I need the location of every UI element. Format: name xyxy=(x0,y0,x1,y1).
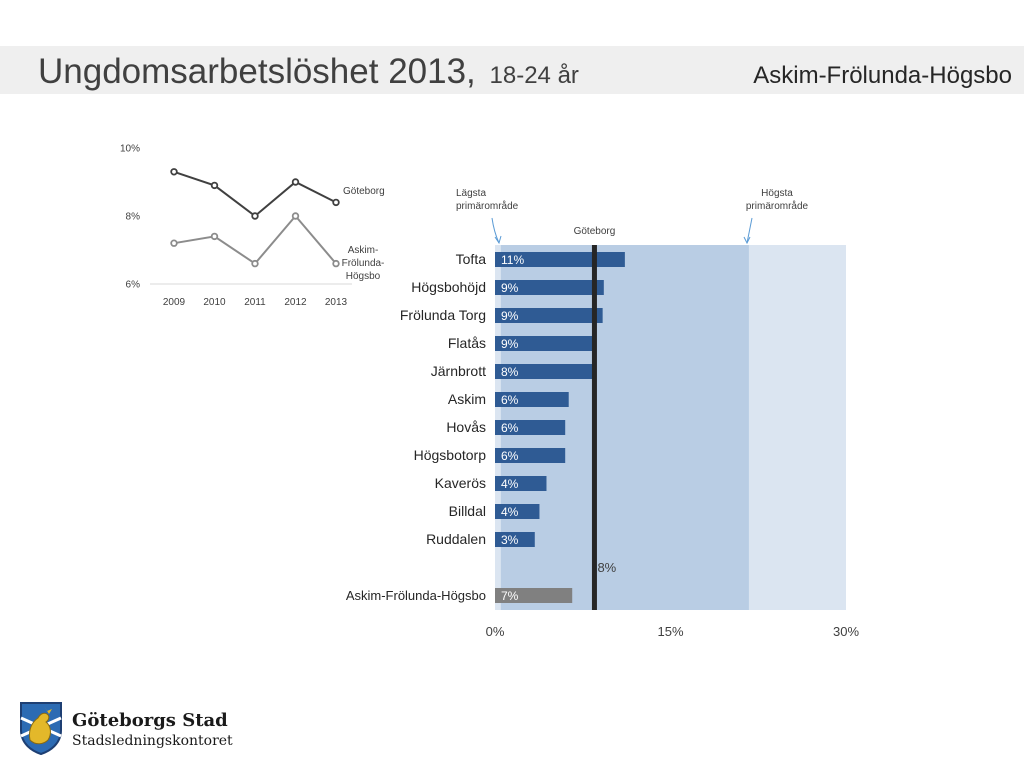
x-tick-label: 0% xyxy=(486,624,505,639)
y-tick-label: 8% xyxy=(126,212,141,223)
category-label: Flatås xyxy=(448,335,486,351)
bar-value-label: 9% xyxy=(501,337,519,351)
x-tick-label: 2013 xyxy=(325,297,348,308)
x-tick-label: 2011 xyxy=(244,297,266,308)
max-range-label: primärområde xyxy=(746,200,809,212)
bar xyxy=(495,280,604,295)
max-range-label: Högsta xyxy=(761,188,793,199)
bar xyxy=(495,392,569,407)
y-tick-label: 6% xyxy=(126,280,141,291)
page-title: Ungdomsarbetslöshet 2013, 18-24 år xyxy=(38,52,579,92)
y-tick-label: 10% xyxy=(120,144,140,155)
total-value-label: 7% xyxy=(501,589,519,603)
category-label: Hovås xyxy=(446,419,486,435)
data-point xyxy=(251,259,259,268)
x-tick-label: 15% xyxy=(657,624,683,639)
category-label: Ruddalen xyxy=(426,531,486,547)
x-tick-label: 2009 xyxy=(163,297,186,308)
data-point xyxy=(251,212,259,220)
x-tick-label: 30% xyxy=(833,624,859,639)
goteborgs-stad-logo: Göteborgs Stad Stadsledningskontoret xyxy=(18,700,258,756)
bar-value-label: 4% xyxy=(501,505,519,519)
category-label: Järnbrott xyxy=(431,363,486,379)
coat-of-arms-icon xyxy=(20,702,62,756)
data-point xyxy=(291,178,300,186)
min-range-label: primärområde xyxy=(456,200,519,212)
bar xyxy=(495,532,535,547)
bar-value-label: 8% xyxy=(501,365,519,379)
data-point xyxy=(170,168,178,176)
total-bar xyxy=(495,588,573,603)
series-label-district: Högsbo xyxy=(346,271,381,282)
min-range-arrowhead xyxy=(494,235,502,245)
page-title-text: Ungdomsarbetslöshet 2013, xyxy=(38,52,476,91)
bar-value-label: 9% xyxy=(501,281,519,295)
total-category-label: Askim-Frölunda-Högsbo xyxy=(346,588,486,603)
category-label: Högsbotorp xyxy=(414,447,487,463)
data-point xyxy=(332,198,340,207)
bar-value-label: 9% xyxy=(501,309,519,323)
category-label: Högsbohöjd xyxy=(411,279,486,295)
bar xyxy=(495,420,566,435)
series-label-goteborg: Göteborg xyxy=(343,186,385,197)
category-label: Askim xyxy=(448,391,486,407)
bar xyxy=(495,336,596,351)
category-label: Tofta xyxy=(456,251,487,267)
x-tick-label: 2012 xyxy=(284,297,307,308)
bar-value-label: 3% xyxy=(501,533,519,547)
min-range-arrow xyxy=(491,217,500,244)
data-point xyxy=(291,212,300,220)
bar-value-label: 11% xyxy=(501,253,524,267)
x-tick-label: 2010 xyxy=(203,297,226,308)
bar xyxy=(495,308,603,323)
min-range-label: Lägsta xyxy=(456,188,486,199)
data-point xyxy=(210,181,219,190)
bar-value-label: 6% xyxy=(501,449,519,463)
data-point xyxy=(332,259,340,268)
logo-department: Stadsledningskontoret xyxy=(72,733,233,749)
bar-value-label: 4% xyxy=(501,477,519,491)
title-band xyxy=(0,46,1024,94)
reference-label: Göteborg xyxy=(574,226,616,237)
category-label: Billdal xyxy=(449,503,486,519)
data-point xyxy=(210,232,219,241)
category-label: Frölunda Torg xyxy=(400,307,486,323)
bar xyxy=(495,364,594,379)
page-subtitle: 18-24 år xyxy=(489,62,579,89)
reference-value-label: 8% xyxy=(597,560,616,575)
bar-value-label: 6% xyxy=(501,421,519,435)
logo-name: Göteborgs Stad xyxy=(72,710,228,731)
bar xyxy=(495,448,566,463)
bar xyxy=(495,476,547,491)
bar-value-label: 6% xyxy=(501,393,519,407)
max-range-arrow xyxy=(746,217,753,244)
series-label-district: Askim- xyxy=(348,245,379,256)
area-title: Askim-Frölunda-Högsbo xyxy=(753,62,1012,89)
series-label-district: Frölunda- xyxy=(342,258,385,269)
category-label: Kaverös xyxy=(435,475,486,491)
max-range-arrowhead xyxy=(743,236,751,245)
bar xyxy=(495,504,540,519)
data-point xyxy=(170,239,178,247)
